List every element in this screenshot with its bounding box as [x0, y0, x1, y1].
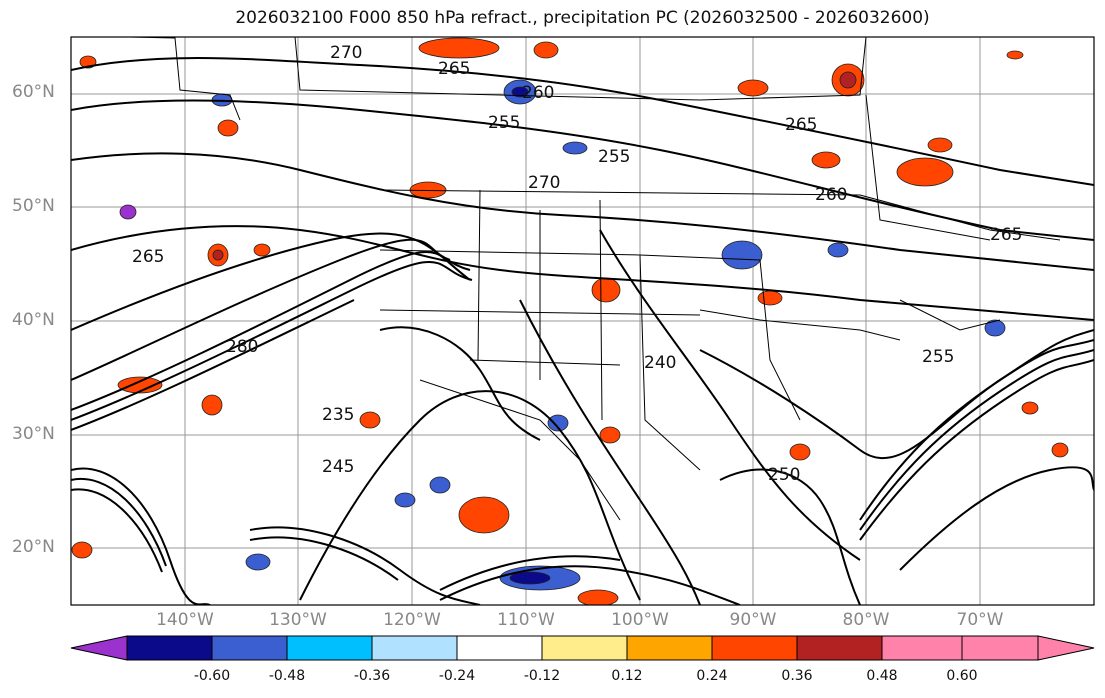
contour-label: 255 [598, 147, 630, 167]
colorbar-tick: 0.12 [611, 668, 643, 684]
contour-label: 280 [226, 337, 258, 357]
colorbar-tick: -0.36 [353, 668, 391, 684]
contour-label: 245 [322, 457, 354, 477]
lat-label: 30°N [12, 424, 55, 444]
contour-label: 250 [768, 465, 800, 485]
contour-label: 255 [488, 113, 520, 133]
contour-label: 265 [438, 59, 470, 79]
colorbar-swatch [711, 635, 798, 661]
colorbar-tick: -0.60 [193, 668, 231, 684]
contour-label: 260 [522, 83, 554, 103]
lon-label: 130°W [269, 610, 327, 630]
colorbar-tick: -0.12 [523, 668, 561, 684]
lon-label: 120°W [383, 610, 441, 630]
plot-frame [70, 36, 1095, 606]
precip-blobs [71, 37, 1069, 605]
colorbar-tick: -0.48 [268, 668, 306, 684]
lon-label: 70°W [956, 610, 1004, 630]
lon-label: 140°W [156, 610, 214, 630]
contour-label: 235 [322, 405, 354, 425]
colorbar [70, 635, 1095, 661]
colorbar-swatch [796, 635, 883, 661]
contour-label: 255 [922, 347, 954, 367]
lat-label: 60°N [12, 82, 55, 102]
colorbar-max-arrow [1037, 635, 1095, 661]
lat-label: 50°N [12, 196, 55, 216]
colorbar-swatch [211, 635, 288, 661]
contour-label: 270 [330, 43, 362, 63]
colorbar-swatch [541, 635, 628, 661]
colorbar-tick: 0.60 [946, 668, 978, 684]
lat-label: 20°N [12, 537, 55, 557]
contour-label: 270 [528, 173, 560, 193]
colorbar-swatch [456, 635, 543, 661]
lon-label: 110°W [497, 610, 555, 630]
colorbar-min-arrow [70, 635, 128, 661]
colorbar-swatch [371, 635, 458, 661]
graticule [71, 37, 1094, 605]
colorbar-tick: -0.24 [438, 668, 476, 684]
lon-label: 90°W [729, 610, 777, 630]
lon-label: 80°W [842, 610, 890, 630]
contour-label: 265 [990, 225, 1022, 245]
contour-label: 265 [132, 247, 164, 267]
colorbar-tick: 0.24 [696, 668, 728, 684]
colorbar-swatch [626, 635, 713, 661]
map-title: 2026032100 F000 850 hPa refract., precip… [235, 8, 930, 28]
colorbar-swatch [961, 635, 1039, 661]
contour-label: 240 [644, 353, 676, 373]
colorbar-swatch [881, 635, 963, 661]
contour-labels: 270 270 265 265 265 265 260 260 255 255 … [132, 43, 1022, 485]
lat-label: 40°N [12, 310, 55, 330]
colorbar-swatch [286, 635, 373, 661]
refractivity-contours [71, 57, 1094, 605]
political-borders [129, 37, 1061, 521]
contour-label: 265 [785, 115, 817, 135]
colorbar-tick: 0.36 [781, 668, 813, 684]
lon-label: 100°W [611, 610, 669, 630]
colorbar-swatch [126, 635, 213, 661]
colorbar-tick: 0.48 [866, 668, 898, 684]
contour-label: 260 [815, 185, 847, 205]
